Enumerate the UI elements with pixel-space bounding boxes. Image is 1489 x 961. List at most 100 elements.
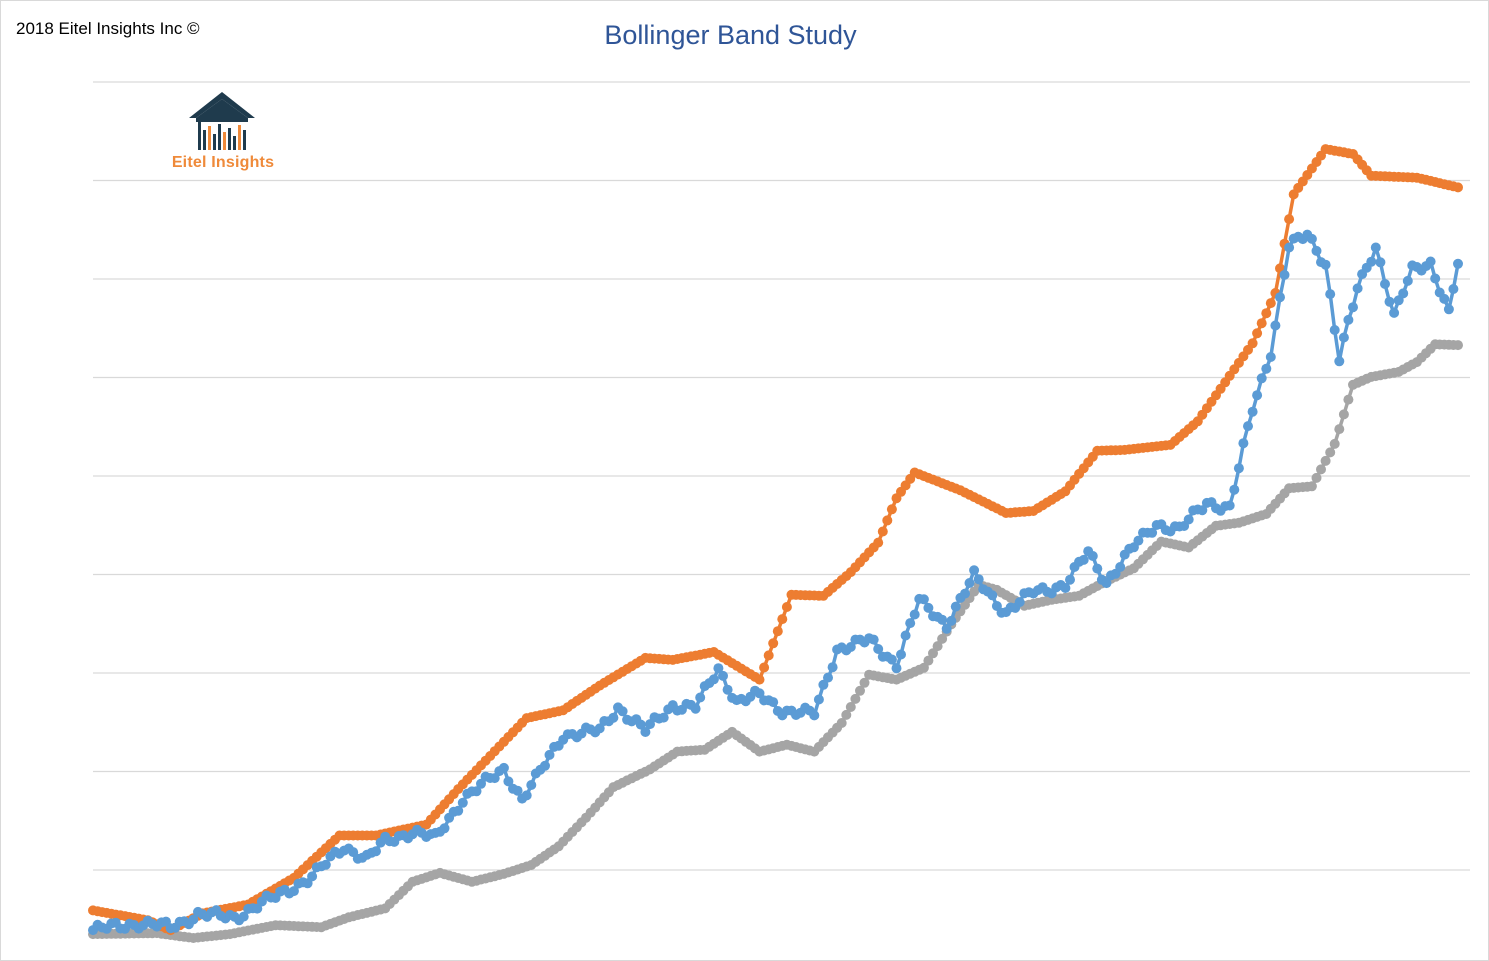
price-series-point (617, 706, 628, 717)
price-series-point (1101, 578, 1112, 589)
price-series-point (722, 684, 733, 695)
price-series-point (594, 723, 605, 734)
price-series-point (923, 602, 934, 613)
lower-band-series-point (1306, 481, 1317, 492)
price-series-point (1229, 484, 1240, 495)
lower-band-series-point (923, 655, 934, 666)
price-series-point (900, 630, 911, 641)
price-series-point (1329, 325, 1340, 335)
price-series-point (1352, 283, 1363, 294)
price-series-point (960, 588, 970, 599)
price-series-point (1233, 463, 1244, 474)
price-series-point (1439, 293, 1450, 304)
price-series-point (1092, 563, 1103, 574)
lower-band-series-point (1338, 409, 1349, 420)
price-series-point (1334, 356, 1345, 367)
price-series-point (818, 679, 829, 690)
price-series-point (1197, 505, 1208, 516)
upper-band-series-point (781, 602, 792, 612)
price-series-point (1238, 438, 1249, 449)
price-series-point (288, 886, 299, 897)
lower-band-series-point (1311, 472, 1322, 483)
price-series-point (1311, 245, 1322, 256)
price-series-point (512, 785, 523, 796)
upper-band-series-point (877, 526, 888, 537)
price-series-point (718, 670, 728, 681)
price-series-point (1425, 256, 1436, 267)
price-series-point (868, 634, 879, 645)
price-series-point (1370, 242, 1381, 253)
lower-band-series-point (937, 633, 948, 644)
upper-band-series-point (759, 662, 770, 673)
logo-text: Eitel Insights (171, 154, 275, 171)
price-series-point (1087, 551, 1098, 561)
lower-band-series-point (1316, 464, 1326, 475)
price-series-point (1343, 314, 1354, 325)
upper-band-series-point (754, 674, 765, 685)
price-series-point (1261, 363, 1272, 374)
upper-band-series-line (92, 147, 1459, 932)
chart-title-text: Bollinger Band Study (604, 20, 857, 50)
price-series-point (1279, 269, 1290, 280)
price-series-point (188, 914, 199, 925)
upper-band-series-point (873, 537, 884, 548)
upper-band-series-point (882, 515, 893, 526)
upper-band-series-point (777, 614, 788, 625)
price-series-point (498, 762, 509, 773)
price-series-point (827, 662, 838, 673)
upper-band-series-point (763, 650, 774, 661)
price-series-point (941, 623, 952, 634)
lower-band-series-point (836, 718, 847, 728)
price-series-point (503, 776, 514, 787)
lower-band-series-point (855, 685, 865, 696)
price-series-point (635, 719, 646, 730)
price-series-point (713, 663, 724, 674)
price-series-point (1247, 406, 1258, 417)
price-series-point (658, 712, 669, 723)
price-series-point (453, 805, 464, 816)
price-series-point (640, 727, 651, 737)
upper-band-series-point (1256, 318, 1267, 329)
price-series-point (909, 609, 920, 620)
upper-band-series-point (772, 626, 783, 637)
upper-band-series-point (1453, 182, 1463, 193)
lower-band-series-point (1343, 394, 1354, 405)
upper-band-series-point (1261, 308, 1272, 319)
lower-band-series-point (932, 641, 943, 652)
price-series-point (1453, 258, 1463, 269)
price-series-point (1243, 421, 1253, 432)
price-series (88, 229, 1463, 936)
price-series-point (1078, 554, 1089, 565)
price-series-point (886, 654, 897, 665)
price-series-point (1224, 500, 1235, 511)
lower-band-series-point (1334, 424, 1345, 435)
price-series-point (540, 760, 550, 771)
price-series-point (973, 574, 984, 585)
price-series-point (1306, 233, 1317, 244)
price-series-point (845, 642, 856, 652)
upper-band-series-point (886, 504, 897, 515)
price-series-point (873, 644, 884, 654)
price-series-point (1338, 332, 1349, 343)
price-series-point (905, 618, 916, 629)
price-series-point (1065, 574, 1075, 585)
lower-band-series (88, 339, 1463, 943)
price-series-point (1060, 583, 1071, 593)
price-series-point (1366, 256, 1377, 267)
price-series-point (809, 710, 820, 721)
price-series-point (937, 614, 948, 625)
lower-band-series-point (918, 662, 929, 673)
price-series-point (708, 674, 719, 685)
lower-band-series-point (841, 709, 852, 720)
price-series-point (526, 780, 537, 790)
price-series-point (1389, 307, 1400, 318)
price-series-point (823, 672, 833, 683)
price-series-point (987, 590, 998, 601)
price-series-point (1265, 352, 1276, 362)
price-series-point (457, 797, 468, 808)
lower-band-series-point (1325, 447, 1336, 458)
price-series-point (608, 712, 619, 723)
price-series-point (695, 692, 706, 703)
price-series-point (813, 694, 824, 705)
